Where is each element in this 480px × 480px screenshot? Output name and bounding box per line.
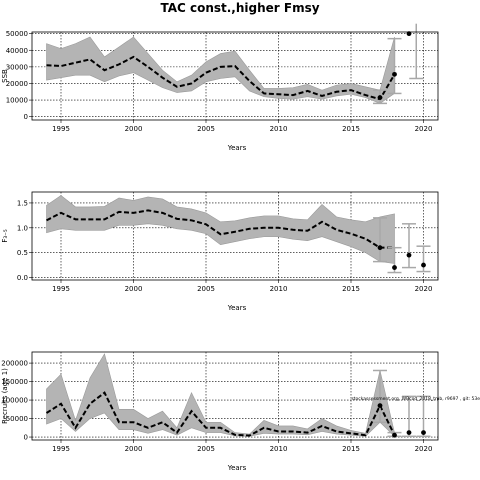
f-y-tick-label: 0.0 — [17, 274, 28, 282]
recruits-annotation-text: stockassessment.org, WBcod_2018_tmb, r96… — [351, 396, 480, 402]
recruits-x-tick-label: 2000 — [125, 445, 143, 453]
recruits-y-axis-label: Recruits (age 1) — [1, 368, 9, 424]
f-y-tick-label: 1.5 — [17, 199, 28, 207]
ssb-x-tick-label: 2005 — [197, 125, 215, 133]
recruits-median-line — [45, 391, 396, 437]
ssb-x-axis-label: Years — [227, 144, 247, 152]
ssb-y-tick-label: 0 — [24, 113, 28, 121]
ssb-x-tick-label: 2000 — [125, 125, 143, 133]
ssb-point-1 — [392, 71, 397, 77]
ssb-point-2 — [406, 31, 412, 37]
recruits-x-tick-label: 2020 — [415, 445, 433, 453]
f-x-tick-label: 2000 — [125, 285, 143, 293]
recruits-y-tick-label: 100000 — [1, 397, 28, 405]
f-confidence-band — [46, 195, 395, 264]
ssb-median-line — [46, 55, 396, 101]
recruits-x-tick-label: 1995 — [52, 445, 70, 453]
f-median-line — [46, 209, 395, 249]
ssb-confidence-band — [46, 36, 395, 104]
recruits-x-tick-label: 2005 — [197, 445, 215, 453]
recruits-point-3 — [421, 430, 426, 436]
recruits-x-tick-label: 2010 — [270, 445, 288, 453]
f-point-2 — [406, 252, 412, 258]
ssb-y-tick-label: 20000 — [6, 80, 28, 88]
recruits-point-1 — [392, 432, 397, 438]
ssb-plot-frame — [31, 31, 439, 121]
f-plot-frame — [31, 191, 439, 281]
f-x-tick-label: 2005 — [197, 285, 215, 293]
f-y-tick-label: 1.0 — [17, 224, 28, 232]
recruits-y-tick-label: 50000 — [6, 415, 28, 423]
ssb-x-tick-label: 2015 — [342, 125, 360, 133]
f-point-0 — [377, 245, 383, 251]
ssb-x-tick-label: 2010 — [270, 125, 288, 133]
f-x-tick-label: 2015 — [342, 285, 360, 293]
f-x-tick-label: 1995 — [52, 285, 70, 293]
recruits-confidence-band — [46, 353, 395, 438]
recruits-x-tick-label: 2015 — [342, 445, 360, 453]
recruits-y-tick-label: 0 — [24, 434, 28, 442]
ssb-y-tick-label: 30000 — [6, 63, 28, 71]
f-x-tick-label: 2020 — [415, 285, 433, 293]
ssb-y-tick-label: 50000 — [6, 30, 28, 38]
recruits-point-0 — [377, 403, 383, 409]
f-x-tick-label: 2010 — [270, 285, 288, 293]
recruits-y-tick-label: 200000 — [1, 360, 28, 368]
f-y-tick-label: 0.5 — [17, 249, 28, 257]
recruits-point-2 — [406, 430, 412, 436]
recruits-y-tick-label: 150000 — [1, 378, 28, 386]
f-point-3 — [421, 262, 426, 268]
ssb-y-axis-label: SSB — [1, 69, 9, 83]
ssb-x-tick-label: 2020 — [415, 125, 433, 133]
figure-title: TAC const.,higher Fmsy — [160, 1, 320, 15]
f-y-axis-label: F₃₋₅ — [1, 229, 9, 243]
ssb-point-0 — [377, 95, 383, 100]
recruits-x-axis-label: Years — [227, 464, 247, 472]
f-x-axis-label: Years — [227, 304, 247, 312]
f-point-1 — [392, 265, 397, 270]
ssb-x-tick-label: 1995 — [52, 125, 70, 133]
ssb-y-tick-label: 10000 — [6, 97, 28, 105]
ssb-y-tick-label: 40000 — [6, 47, 28, 55]
recruits-plot-frame — [31, 351, 439, 441]
